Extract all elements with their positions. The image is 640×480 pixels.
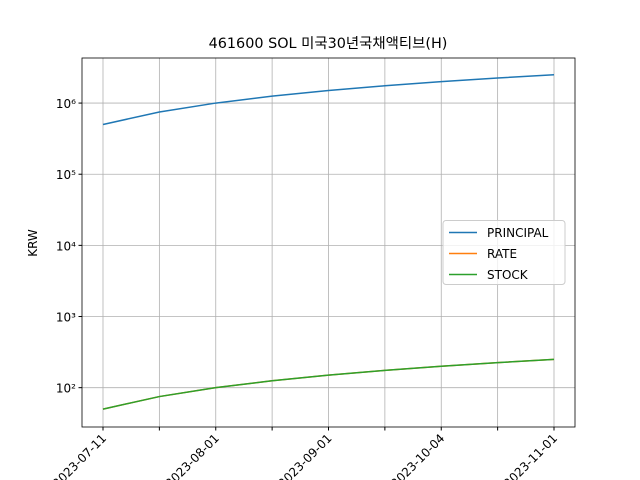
series-line <box>102 358 555 410</box>
legend-label: PRINCIPAL <box>487 226 549 240</box>
legend-box <box>442 220 566 285</box>
chart-title: 461600 SOL 미국30년국채액티브(H) <box>209 35 448 52</box>
legend-label: RATE <box>487 247 517 261</box>
x-tick-label: 2023-09-01 <box>275 431 334 480</box>
y-tick-label: 10³ <box>56 311 76 325</box>
y-tick-label: 10⁶ <box>56 97 76 111</box>
y-tick-label: 10² <box>56 382 76 396</box>
y-axis-label: KRW <box>26 229 40 257</box>
x-tick-label: 2023-08-01 <box>163 431 222 480</box>
legend-label: STOCK <box>487 268 529 282</box>
y-tick-label: 10⁴ <box>56 239 76 253</box>
x-tick-label: 2023-11-01 <box>501 431 560 480</box>
y-tick-label: 10⁵ <box>56 168 76 182</box>
x-tick-label: 2023-10-04 <box>388 431 447 480</box>
plot-frame <box>81 57 576 428</box>
series-line <box>102 74 555 126</box>
x-tick-label: 2023-07-11 <box>50 431 109 480</box>
